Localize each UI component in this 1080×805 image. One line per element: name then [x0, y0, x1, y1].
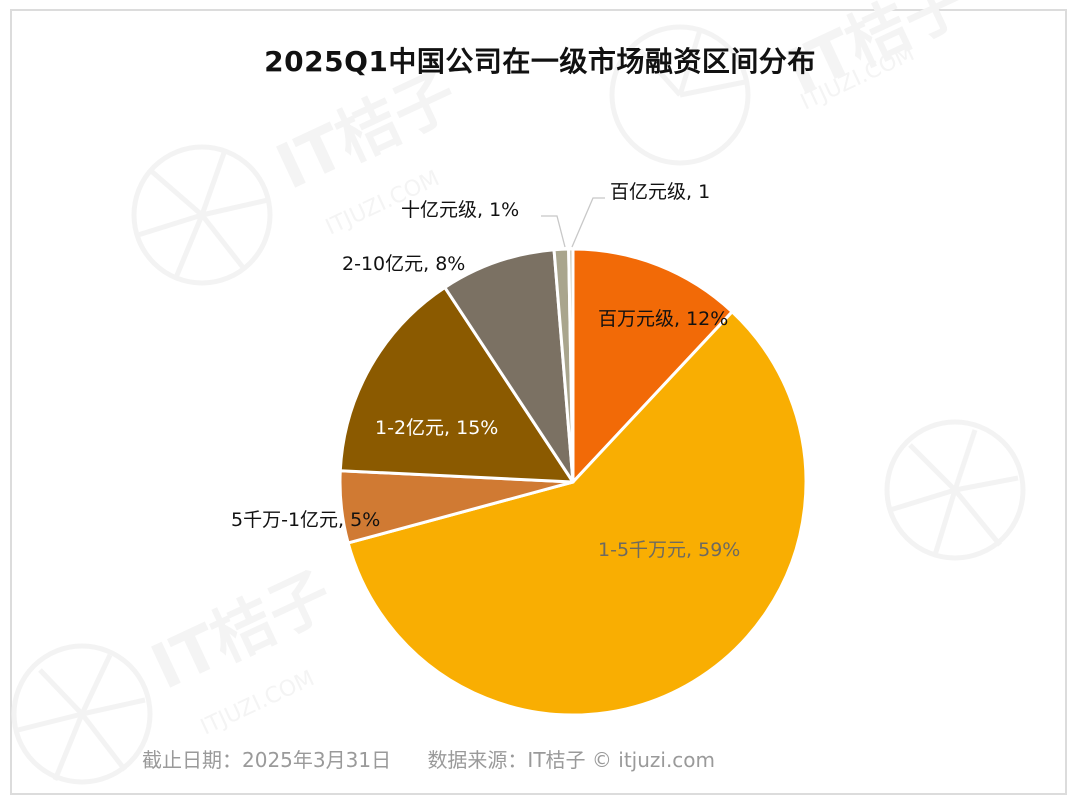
label-200m-1b: 2-10亿元, 8%	[342, 253, 466, 275]
pie-slice	[567, 247, 575, 484]
pie-slice	[346, 310, 808, 717]
chart-title: 2025Q1中国公司在一级市场融资区间分布	[264, 45, 816, 78]
cutoff-date: 截止日期：2025年3月31日	[142, 748, 392, 772]
label-billion-level: 十亿元级, 1%	[401, 199, 520, 221]
pie-slice	[338, 285, 575, 484]
data-source: 数据来源：IT桔子 © itjuzi.com	[427, 748, 716, 772]
label-100m-200m: 1-2亿元, 15%	[375, 417, 499, 439]
label-10-50-million: 1-5千万元, 59%	[598, 539, 741, 561]
label-10-billion-level: 百亿元级, 1	[610, 181, 711, 203]
pie-slice	[443, 248, 575, 484]
pie-slice	[571, 247, 734, 484]
leader-line	[541, 215, 566, 248]
label-million-level: 百万元级, 12%	[598, 308, 729, 330]
label-50m-100m: 5千万-1亿元, 5%	[231, 509, 381, 531]
footer: 截止日期：2025年3月31日 数据来源：IT桔子 © itjuzi.com	[142, 744, 715, 773]
leader-line	[571, 197, 605, 248]
